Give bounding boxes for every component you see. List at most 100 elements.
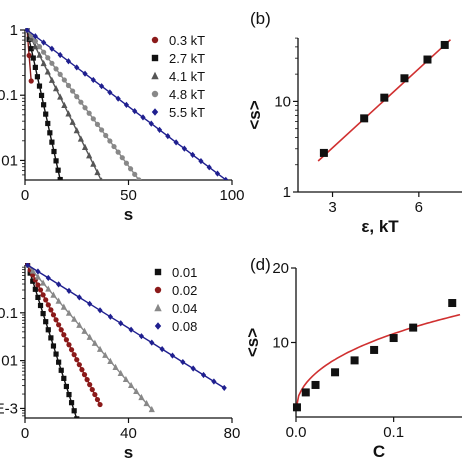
data-point	[82, 105, 88, 111]
data-point	[138, 393, 145, 401]
data-point	[32, 38, 38, 44]
data-point	[78, 99, 84, 105]
series-4-8-kT	[25, 28, 142, 180]
data-point	[112, 363, 119, 370]
data-point	[98, 83, 105, 90]
data-point	[34, 74, 41, 80]
data-point	[57, 71, 63, 78]
y-axis-label: <s>	[245, 100, 264, 129]
data-point	[58, 367, 64, 373]
data-point	[74, 94, 80, 100]
data-point	[43, 319, 49, 325]
data-point	[66, 342, 72, 348]
series-0-02	[25, 263, 103, 408]
data-point	[53, 66, 59, 72]
data-point	[61, 77, 67, 83]
data-point	[86, 152, 93, 159]
legend-marker	[151, 108, 159, 116]
data-point	[190, 365, 196, 372]
data-point	[38, 92, 45, 99]
data-point	[102, 351, 109, 358]
data-point	[107, 313, 113, 320]
legend-label: 0.3 kT	[169, 33, 205, 48]
data-point	[127, 381, 135, 389]
data-point	[448, 299, 457, 308]
data-point	[41, 102, 47, 108]
data-point	[77, 135, 84, 142]
data-point	[65, 82, 72, 89]
x-tick-label: 50	[120, 187, 137, 204]
data-point	[63, 337, 69, 343]
data-point	[91, 339, 98, 346]
data-point	[136, 177, 142, 180]
data-point	[87, 300, 93, 307]
data-point	[63, 383, 69, 390]
data-point	[36, 51, 43, 58]
panel-b-chart: 3 6 1 10 ε, kT <s>	[245, 37, 462, 236]
fit-curve	[295, 313, 461, 410]
data-point	[123, 160, 130, 166]
data-point	[140, 114, 146, 121]
y-tick-label: 1	[10, 22, 18, 39]
data-point	[181, 145, 187, 152]
data-point	[198, 157, 204, 165]
data-point	[76, 362, 82, 368]
x-axis-label: ε, kT	[361, 217, 399, 236]
data-point	[94, 168, 101, 176]
data-point	[28, 78, 34, 84]
data-point	[49, 60, 55, 66]
data-point	[53, 158, 59, 164]
data-point	[43, 297, 49, 303]
legend-marker	[154, 322, 162, 330]
data-point	[86, 110, 92, 116]
data-point	[165, 133, 171, 140]
data-point	[206, 164, 212, 171]
data-point	[47, 130, 53, 136]
data-point	[40, 292, 46, 298]
data-point	[55, 297, 62, 304]
data-point	[409, 323, 418, 332]
data-point	[61, 101, 68, 109]
data-point	[84, 377, 90, 383]
panel-c-chart: 0 40 80 0.1 0.01 1E-3 s 0.01 0.02 0.04 0.08	[0, 263, 240, 462]
data-point	[380, 93, 389, 102]
data-point	[49, 139, 55, 145]
data-point	[90, 160, 97, 167]
data-point	[32, 43, 39, 50]
legend-label: 5.5 kT	[169, 105, 205, 120]
data-point	[76, 321, 83, 328]
data-point	[66, 391, 72, 398]
data-point	[132, 171, 138, 177]
data-point	[118, 320, 124, 327]
data-point	[53, 351, 59, 357]
x-tick-label: 100	[219, 187, 244, 204]
y-tick-label: 1	[283, 184, 291, 201]
legend-label: 0.02	[172, 283, 197, 298]
data-point	[370, 345, 379, 354]
legend-label: 0.04	[172, 301, 197, 316]
data-point	[107, 89, 113, 96]
data-point	[221, 384, 227, 392]
x-tick-label: 0	[21, 425, 29, 442]
data-point	[173, 139, 179, 146]
data-point	[190, 151, 196, 158]
data-point	[331, 368, 340, 377]
series-5-5-kT	[25, 28, 229, 180]
data-point	[68, 347, 75, 353]
data-point	[127, 166, 134, 172]
x-tick-label: 6	[415, 199, 423, 216]
y-tick-label: 10	[274, 93, 291, 110]
data-point	[65, 309, 73, 316]
legend-label: 4.8 kT	[169, 87, 205, 102]
plot-area	[25, 263, 227, 418]
data-point	[36, 83, 43, 89]
y-tick-label: 1E-3	[0, 400, 18, 417]
data-point	[61, 332, 67, 338]
data-point	[115, 149, 121, 155]
data-point	[37, 302, 44, 309]
data-point	[65, 110, 72, 117]
data-point	[32, 286, 38, 292]
data-point	[81, 327, 88, 334]
data-point	[44, 68, 51, 75]
